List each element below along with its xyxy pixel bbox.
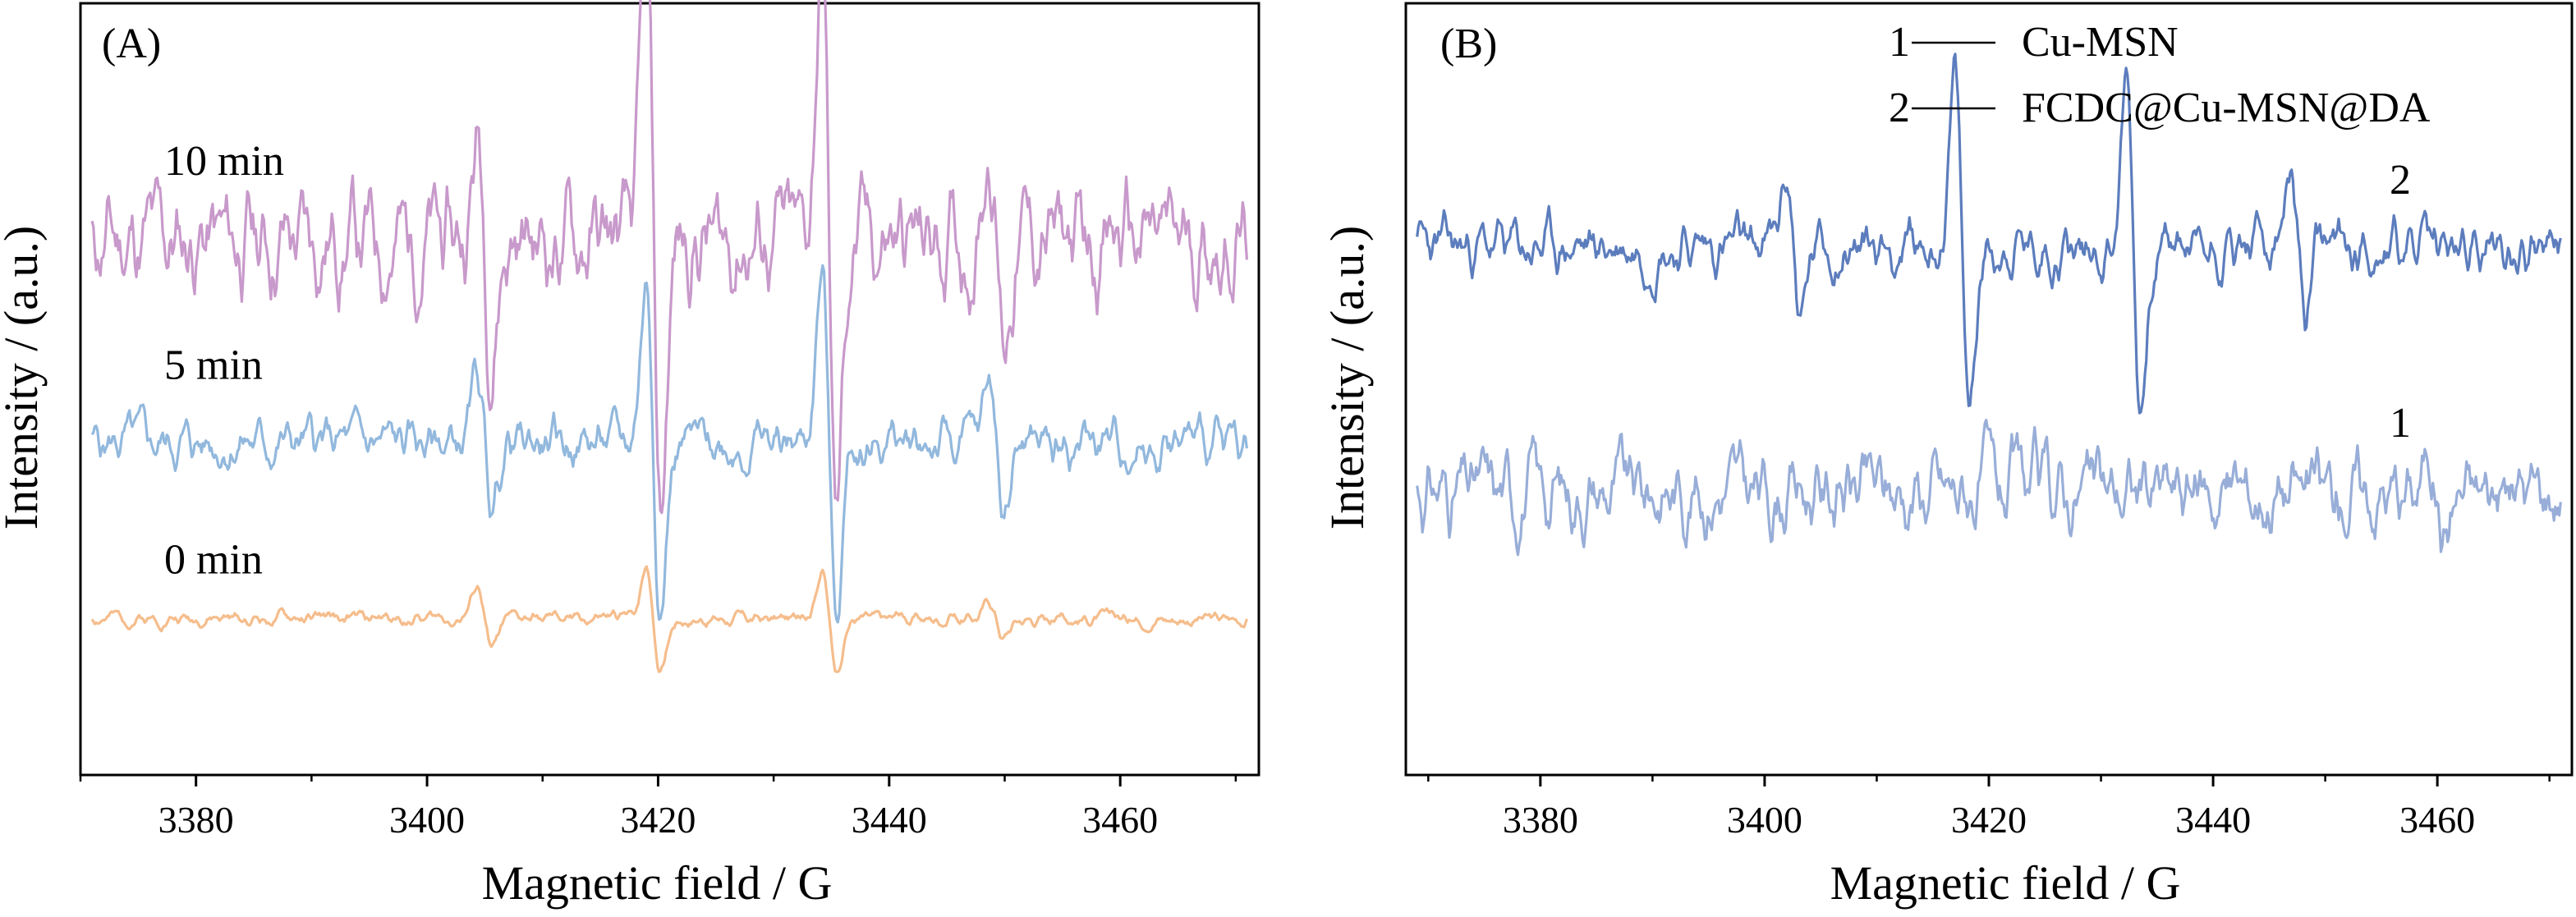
legend-item-1-name: Cu-MSN xyxy=(2022,19,2179,66)
x-tick-label: 3440 xyxy=(852,799,927,841)
panel-b-ylabel: Intensity / (a.u.) xyxy=(1320,226,1374,530)
series-label: 10 min xyxy=(164,138,284,185)
series-line-1 xyxy=(1416,419,2562,557)
x-tick-label: 3460 xyxy=(1082,799,1158,841)
legend-item-2-name: FCDC@Cu-MSN@DA xyxy=(2022,85,2431,131)
x-tick-label: 3420 xyxy=(1951,799,2027,841)
panel-b-xlabel: Magnetic field / G xyxy=(1830,856,2181,910)
panel-a-frame xyxy=(79,2,1260,777)
legend-item-1-number: 1 xyxy=(1889,19,1910,66)
x-tick-label: 3460 xyxy=(2399,799,2475,841)
series-line-2 xyxy=(1416,53,2562,415)
panel-b-ticks: 3380 3400 3420 3440 3460 xyxy=(1427,775,2551,841)
series-line-5-min xyxy=(90,264,1248,624)
legend-item-2-number: 2 xyxy=(1889,85,1910,131)
panel-b-legend: 1 Cu-MSN 2 FCDC@Cu-MSN@DA xyxy=(1889,19,2431,131)
series-label: 2 xyxy=(2390,157,2411,204)
x-tick-label: 3440 xyxy=(2175,799,2251,841)
panel-a: (A) 3380 3400 3420 3440 3460 10 min 5 min 0 mi… xyxy=(0,0,1260,910)
series-line-0-min xyxy=(90,565,1248,673)
x-tick-label: 3400 xyxy=(1727,799,1802,841)
panel-a-ylabel: Intensity / (a.u.) xyxy=(0,226,48,530)
panel-b-series-labels: 21 xyxy=(2390,157,2411,447)
series-line-10-min xyxy=(90,0,1248,515)
x-tick-label: 3380 xyxy=(158,799,234,841)
panel-a-series xyxy=(90,0,1248,673)
panel-a-ticks: 3380 3400 3420 3440 3460 xyxy=(79,775,1237,841)
panel-b: (B) 3380 3400 3420 3440 3460 21 1 Cu-MSN 2 F… xyxy=(1320,2,2574,910)
x-tick-label: 3420 xyxy=(620,799,696,841)
x-tick-label: 3380 xyxy=(1503,799,1578,841)
panel-a-series-labels: 10 min 5 min 0 min xyxy=(164,138,284,583)
panel-a-xlabel: Magnetic field / G xyxy=(482,856,833,910)
series-label: 5 min xyxy=(164,342,263,388)
x-tick-label: 3400 xyxy=(389,799,465,841)
panel-b-label: (B) xyxy=(1440,21,1497,67)
panel-b-series xyxy=(1416,53,2562,557)
series-label: 1 xyxy=(2390,400,2411,447)
panel-a-label: (A) xyxy=(102,21,161,67)
series-label: 0 min xyxy=(164,536,263,583)
